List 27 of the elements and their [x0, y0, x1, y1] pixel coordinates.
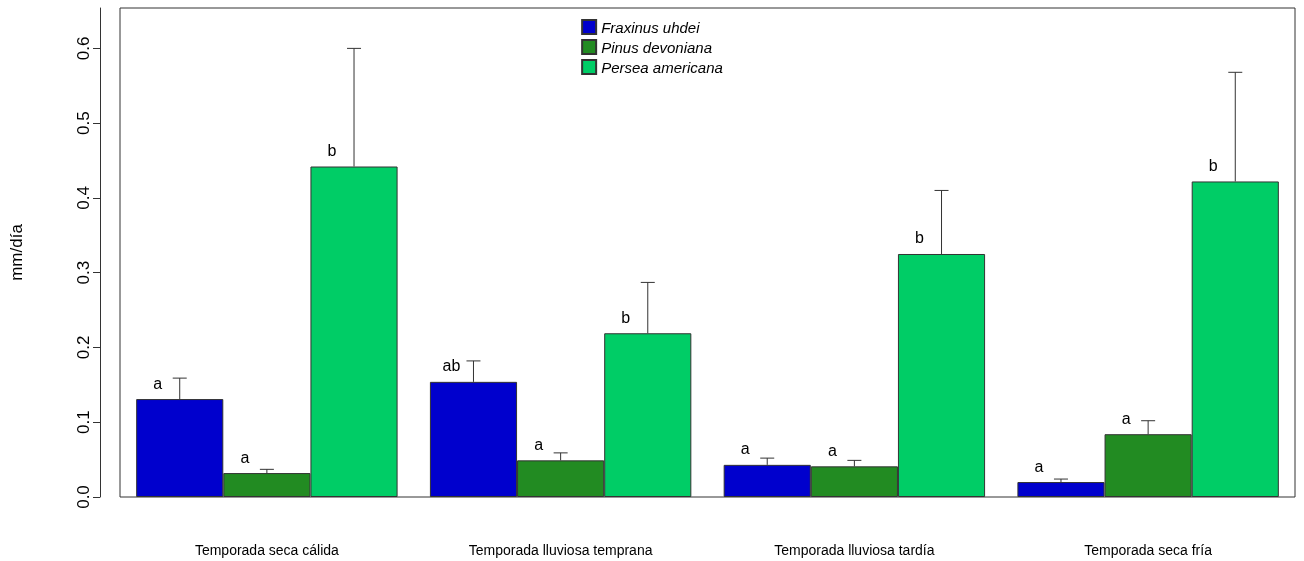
x-tick-label: Temporada lluviosa tardía [774, 542, 935, 558]
y-tick-label: 0.2 [74, 335, 93, 360]
data-label: a [1034, 457, 1044, 475]
data-label: b [327, 142, 337, 160]
data-label: b [1208, 156, 1218, 174]
data-label: ab [442, 357, 461, 375]
y-tick-label: 0.4 [74, 186, 93, 210]
y-tick-label: 0.5 [74, 111, 93, 135]
y-tick-label: 0.6 [74, 36, 93, 61]
y-axis-title: mm/día [7, 223, 26, 281]
data-label: a [240, 448, 250, 466]
x-tick-label: Temporada seca fría [1084, 542, 1213, 558]
legend-label: Persea americana [601, 58, 723, 76]
y-tick-label: 0.3 [74, 260, 93, 285]
legend-label: Pinus devoniana [601, 38, 713, 56]
data-label: a [1121, 409, 1131, 427]
y-tick-label: 0.1 [74, 410, 93, 435]
legend-label: Fraxinus uhdei [601, 18, 701, 36]
data-label: b [915, 229, 925, 247]
data-label: a [153, 374, 163, 392]
data-label: a [740, 440, 750, 458]
data-label: b [621, 308, 631, 326]
x-tick-label: Temporada seca cálida [194, 542, 340, 558]
data-label: a [827, 441, 837, 459]
y-tick-label: 0.0 [74, 485, 93, 509]
x-tick-label: Temporada lluviosa temprana [468, 542, 653, 558]
data-label: a [534, 435, 544, 453]
